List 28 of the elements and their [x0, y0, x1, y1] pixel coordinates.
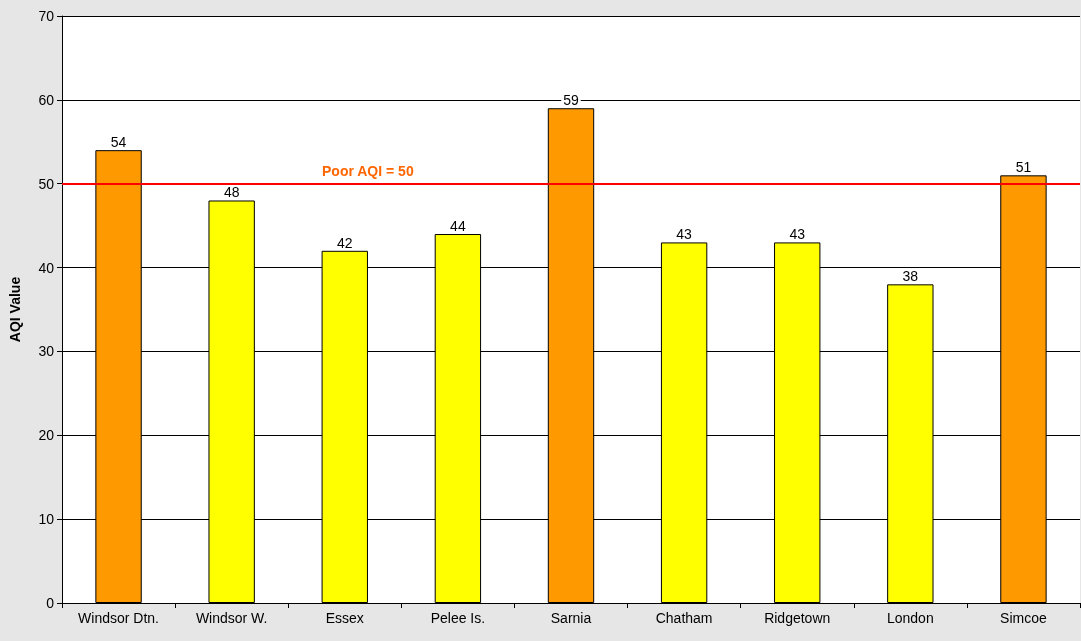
x-tick-label: Windsor Dtn.: [78, 610, 160, 626]
y-tick-label: 20: [38, 427, 55, 444]
x-tick-label: Ridgetown: [764, 610, 831, 626]
x-tick-label: Simcoe: [1000, 610, 1047, 626]
y-tick-label: 40: [38, 259, 55, 276]
y-tick-label: 50: [38, 175, 55, 192]
data-label: 44: [450, 218, 466, 235]
x-tick-label: Pelee Is.: [430, 610, 486, 626]
data-label: 51: [1015, 159, 1032, 176]
ref-line-label: Poor AQI = 50: [322, 162, 414, 179]
y-tick-label: 70: [38, 8, 55, 24]
x-tick-label: London: [886, 610, 934, 626]
y-tick-label: 30: [38, 343, 55, 360]
x-tick-label: Essex: [325, 610, 364, 626]
y-tick-label: 0: [46, 595, 55, 611]
data-label: 43: [676, 226, 693, 243]
data-label: 38: [902, 268, 919, 285]
data-label: 48: [223, 184, 240, 201]
x-tick-label: Chatham: [655, 610, 713, 626]
x-tick-label: Sarnia: [550, 610, 592, 626]
data-label: 54: [110, 134, 127, 151]
data-label: 42: [336, 234, 353, 251]
y-tick-label: 10: [38, 511, 55, 528]
x-tick-label: Windsor W.: [195, 610, 268, 626]
y-tick-label: 60: [38, 91, 55, 108]
data-label: 59: [563, 92, 579, 109]
data-label: 43: [789, 226, 806, 243]
y-axis-title: AQI Value: [7, 276, 23, 343]
